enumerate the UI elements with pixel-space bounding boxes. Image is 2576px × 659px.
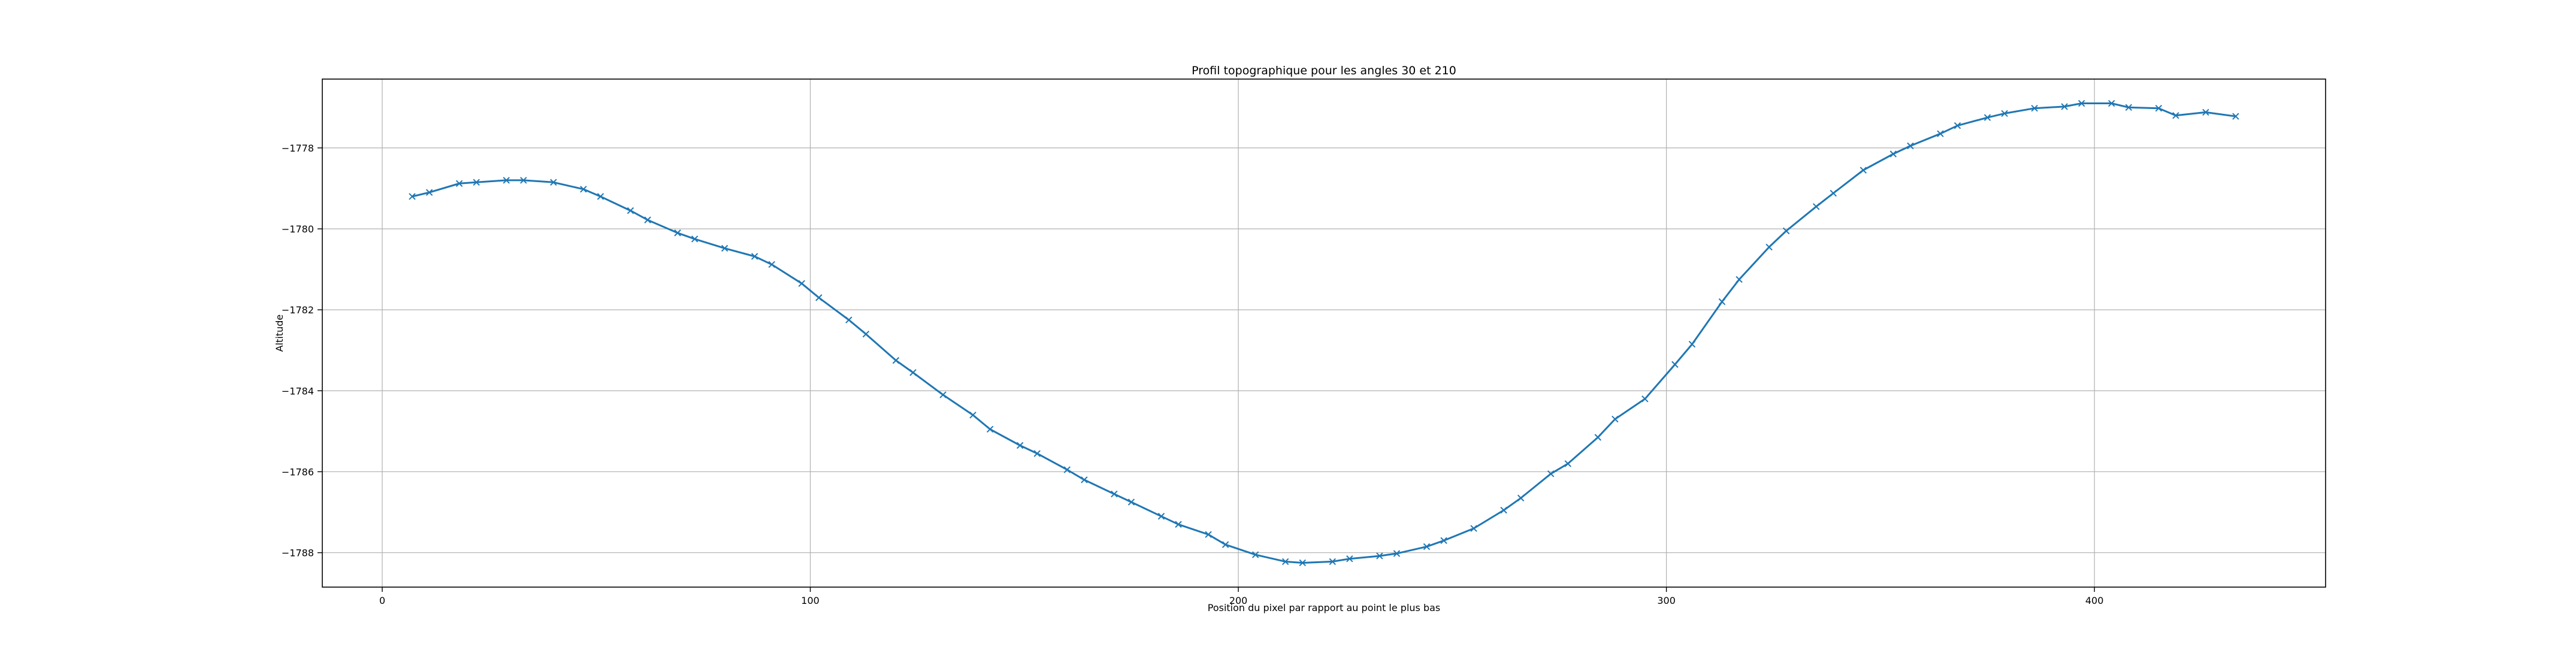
y-tick-label: −1784 <box>282 385 314 397</box>
data-point <box>2061 103 2068 110</box>
data-point <box>862 330 870 338</box>
data-point <box>1594 434 1602 441</box>
plot-frame <box>322 78 2326 588</box>
data-point <box>1423 543 1431 551</box>
data-point <box>1782 227 1790 235</box>
data-point <box>768 261 775 268</box>
data-point <box>1175 521 1182 528</box>
data-point <box>1830 189 1837 197</box>
series-markers <box>409 99 2239 567</box>
data-point <box>674 229 681 237</box>
x-tick-label: 300 <box>1657 595 1676 606</box>
data-point <box>455 180 463 188</box>
x-tick-label: 400 <box>2085 595 2104 606</box>
data-point <box>2078 99 2085 107</box>
data-point <box>1440 537 1447 545</box>
data-point <box>1984 114 1991 121</box>
data-point <box>1765 243 1773 251</box>
data-point <box>1016 442 1024 449</box>
data-point <box>1081 476 1088 483</box>
data-point <box>1299 559 1306 567</box>
data-point <box>1611 415 1619 423</box>
data-point <box>1033 450 1041 457</box>
series-line <box>412 102 2236 564</box>
data-point <box>1157 513 1165 520</box>
x-tick-label: 200 <box>1229 595 1248 606</box>
data-point <box>1251 551 1259 558</box>
data-point <box>2172 112 2179 119</box>
data-point <box>580 186 587 193</box>
y-tick-label: −1786 <box>282 466 314 477</box>
data-point <box>939 391 947 398</box>
data-point <box>1860 167 1867 174</box>
data-point <box>1470 525 1477 532</box>
y-tick-label: −1782 <box>282 304 314 316</box>
x-axis-label: Position du pixel par rapport au point l… <box>1208 602 1441 613</box>
data-point <box>2001 110 2008 117</box>
x-axis-ticks: 0 100 200 300 400 <box>379 587 2103 606</box>
data-point <box>1954 122 1961 129</box>
data-point <box>409 193 416 200</box>
data-point <box>909 369 917 376</box>
data-point <box>1063 466 1071 473</box>
data-point <box>2202 108 2209 116</box>
data-point <box>1736 276 1743 283</box>
data-point <box>1718 298 1726 306</box>
data-point <box>1907 142 1914 150</box>
data-point <box>2108 99 2115 107</box>
data-point <box>1889 150 1897 158</box>
grid-lines <box>322 79 2326 587</box>
y-tick-label: −1780 <box>282 223 314 235</box>
data-point <box>969 412 976 419</box>
y-axis-ticks: −1788 −1786 −1784 −1782 −1780 −1778 <box>282 143 322 559</box>
data-point <box>721 244 728 252</box>
data-point <box>627 207 634 214</box>
data-point <box>2125 104 2133 111</box>
data-point <box>892 356 900 364</box>
data-point <box>1281 558 1289 566</box>
data-point <box>1564 460 1571 467</box>
x-tick-label: 0 <box>379 595 385 606</box>
data-point <box>691 235 699 243</box>
data-point <box>520 177 527 184</box>
y-axis-label: Altitude <box>274 315 285 352</box>
data-point <box>1222 541 1229 548</box>
y-tick-label: −1778 <box>282 143 314 154</box>
data-point <box>473 179 480 186</box>
data-point <box>845 316 852 324</box>
data-point <box>425 189 433 196</box>
data-point <box>751 253 758 260</box>
data-point <box>1937 130 1944 137</box>
data-point <box>503 177 510 184</box>
data-point <box>815 294 823 301</box>
data-point <box>550 179 557 186</box>
data-point <box>798 280 805 287</box>
data-point <box>1127 498 1135 506</box>
chart-title: Profil topographique pour les angles 30 … <box>1192 64 1456 77</box>
data-point <box>1547 470 1555 477</box>
data-point <box>1641 395 1649 403</box>
data-point <box>2232 113 2239 120</box>
data-point <box>2155 104 2163 112</box>
data-point <box>986 425 994 433</box>
data-point <box>1205 531 1212 538</box>
series-line-group <box>412 102 2236 564</box>
data-point <box>1688 340 1696 348</box>
data-point <box>1346 555 1353 563</box>
data-point <box>1376 552 1383 560</box>
data-point <box>2031 104 2038 112</box>
data-point <box>1813 203 1820 210</box>
data-point <box>1329 558 1336 566</box>
data-point <box>1517 494 1525 502</box>
data-point <box>1500 506 1507 514</box>
x-tick-label: 100 <box>801 595 820 606</box>
data-point <box>644 216 651 223</box>
data-point <box>1671 361 1679 368</box>
data-point <box>1111 490 1118 498</box>
data-point <box>1393 550 1401 557</box>
data-point <box>597 193 604 200</box>
y-tick-label: −1788 <box>282 548 314 559</box>
